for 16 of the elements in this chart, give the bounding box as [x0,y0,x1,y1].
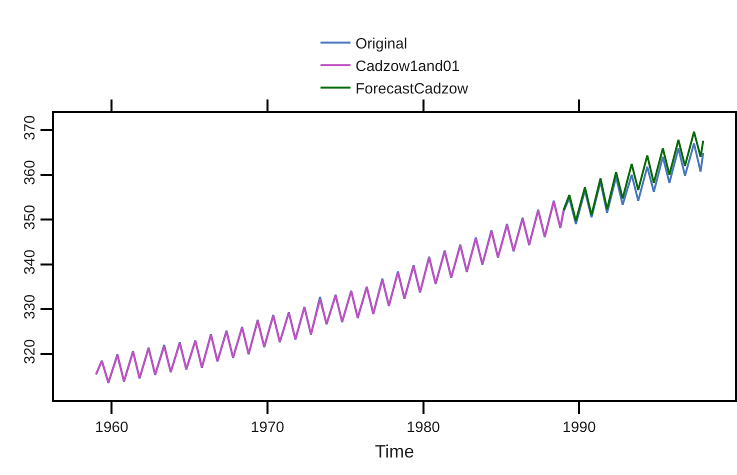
x-tick-label: 1980 [406,418,440,436]
y-tick-label: 330 [21,294,38,320]
line-series [95,200,565,384]
legend-label: ForecastCadzow [356,80,468,98]
legend-label: Cadzow1and01 [356,58,460,75]
y-tick-label: 340 [21,250,38,275]
line-series [562,130,704,222]
x-tick-label: 1990 [562,418,596,436]
y-tick-label: 360 [21,160,38,186]
y-tick-label: 320 [21,339,38,364]
y-tick-label: 370 [21,115,38,140]
x-tick-label: 1960 [94,418,128,436]
y-tick-label: 350 [21,204,38,230]
x-axis-title: Time [374,441,414,462]
x-tick-label: 1970 [250,418,284,436]
legend-label: Original [356,35,408,52]
